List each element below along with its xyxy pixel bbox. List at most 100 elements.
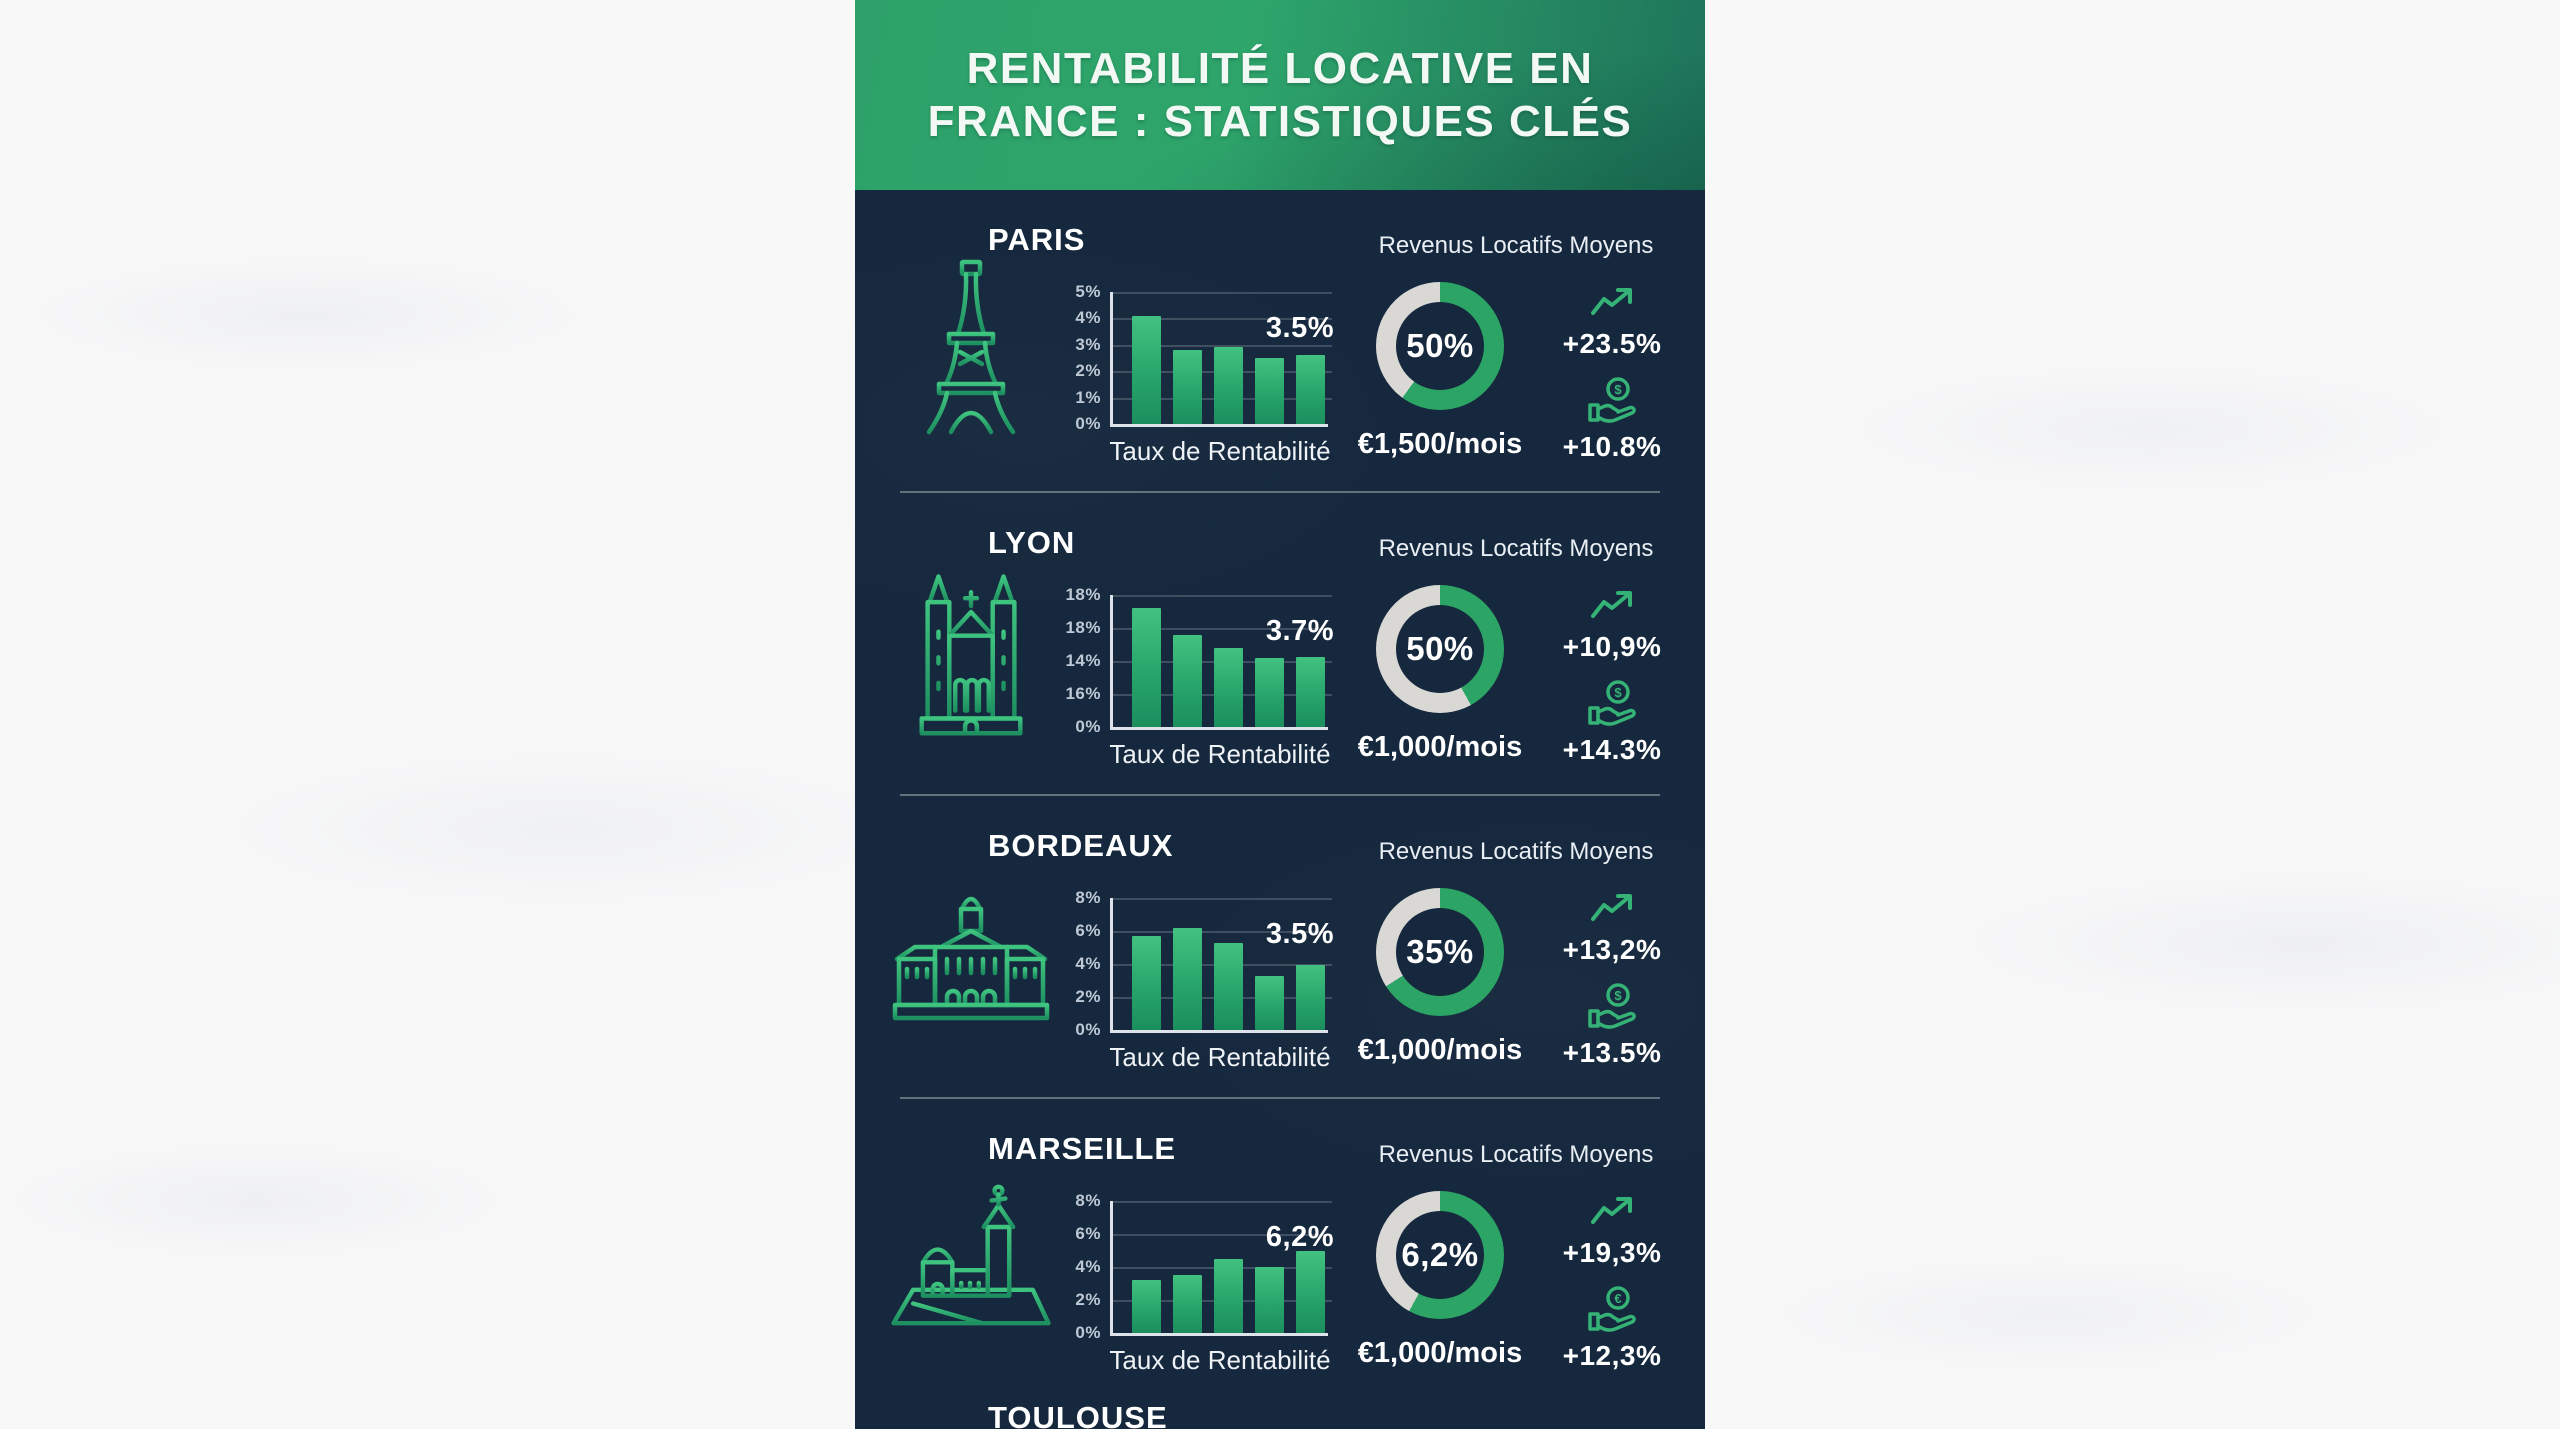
bar: [1132, 608, 1161, 727]
bar: [1132, 936, 1161, 1030]
donut-value: 6,2%: [1401, 1236, 1479, 1273]
ytick-label: 14%: [1065, 651, 1101, 670]
trend-metric-value: +13,2%: [1562, 934, 1662, 965]
ytick-label: 8%: [1075, 888, 1101, 907]
svg-text:$: $: [1614, 382, 1622, 397]
city-name: BORDEAUX: [988, 828, 1174, 863]
infographic-panel: RENTABILITÉ LOCATIVE EN FRANCE : STATIST…: [855, 0, 1705, 1429]
donut-hole: [1396, 605, 1484, 693]
bar-chart-xlabel: Taux de Rentabilité: [1109, 1345, 1331, 1375]
ytick-label: 6%: [1075, 921, 1101, 940]
ytick-label: 2%: [1075, 987, 1101, 1006]
bar: [1296, 657, 1325, 727]
ytick-label: 4%: [1075, 1257, 1101, 1276]
donut-hole: [1396, 302, 1484, 390]
bar: [1214, 942, 1243, 1030]
ytick-label: 0%: [1075, 1323, 1101, 1342]
trend-metric-value: +23.5%: [1562, 328, 1662, 359]
bar: [1173, 634, 1202, 727]
bar: [1296, 355, 1325, 424]
donut-hole: [1396, 908, 1484, 996]
hand-metric-value: +14.3%: [1562, 734, 1662, 765]
donut-chart: 35%: [1376, 888, 1504, 1016]
ytick-label: 5%: [1075, 282, 1101, 301]
profitability-bar-chart: 8% 6% 4% 2% 0% 6,2% Taux de Rentabilité: [1055, 1191, 1345, 1380]
bar: [1255, 1267, 1284, 1333]
trend-up-icon: [1589, 286, 1635, 323]
ytick-label: 18%: [1065, 618, 1101, 637]
ytick-label: 0%: [1075, 1020, 1101, 1039]
bar: [1132, 315, 1161, 424]
city-name: LYON: [988, 525, 1076, 560]
bar-chart-plot: 6,2%: [1110, 1201, 1333, 1336]
bar-chart-plot: 3.5%: [1110, 292, 1333, 427]
bar: [1173, 1274, 1202, 1333]
city-section: BORDEAUX Revenus Locatifs Moyens 8% 6% 4% 2…: [855, 796, 1705, 1099]
next-city-title: TOULOUSE: [988, 1400, 1168, 1429]
bar-chart-xlabel: Taux de Rentabilité: [1109, 436, 1331, 466]
donut-chart: 50%: [1376, 585, 1504, 713]
metrics-column: +13,2% $ +13.5%: [1538, 796, 1686, 1099]
bar-chart-yticks: 18% 18% 14% 16% 0%: [1055, 585, 1101, 736]
infographic-title: RENTABILITÉ LOCATIVE EN FRANCE : STATIST…: [928, 42, 1633, 148]
profitability-bar-chart: 5% 4% 3% 2% 1% 0% 3.5% Taux de Rentabilité: [1055, 282, 1345, 471]
income-header: Revenus Locatifs Moyens: [1378, 535, 1654, 562]
bar: [1255, 658, 1284, 727]
city-landmark: [883, 840, 1058, 1060]
bar: [1173, 350, 1202, 424]
bar-chart-yticks: 5% 4% 3% 2% 1% 0%: [1055, 282, 1101, 433]
metrics-column: +23.5% $ +10.8%: [1538, 190, 1686, 493]
bar-chart-bars: [1113, 1201, 1328, 1333]
marseille-basilica-icon: [890, 1184, 1051, 1325]
ytick-label: 18%: [1065, 585, 1101, 604]
metrics-column: +19,3% € +12,3%: [1538, 1099, 1686, 1402]
ytick-label: 0%: [1075, 717, 1101, 736]
trend-metric-value: +10,9%: [1562, 631, 1662, 662]
income-header: Revenus Locatifs Moyens: [1378, 1141, 1654, 1168]
profitability-bar-chart: 8% 6% 4% 2% 0% 3.5% Taux de Rentabilité: [1055, 888, 1345, 1077]
donut-value: 50%: [1406, 327, 1474, 364]
trend-metric-value: +19,3%: [1562, 1237, 1662, 1268]
svg-text:$: $: [1614, 685, 1622, 700]
bar-chart-value-label: 3.7%: [1265, 615, 1334, 647]
bar-chart-bars: [1113, 898, 1328, 1030]
ytick-label: 2%: [1075, 1290, 1101, 1309]
hand-coin-icon: €: [1584, 1285, 1640, 1340]
income-value: €1,500/mois: [1357, 428, 1523, 460]
income-value: €1,000/mois: [1357, 731, 1523, 763]
bar: [1214, 347, 1243, 424]
city-section: LYON Revenus Locatifs Moyens 18% 18% 14% 16…: [855, 493, 1705, 796]
metrics-column: +10,9% $ +14.3%: [1538, 493, 1686, 796]
bar-chart-bars: [1113, 595, 1328, 727]
hand-metric-value: +10.8%: [1562, 431, 1662, 462]
title-line-2: FRANCE : STATISTIQUES CLÉS: [927, 97, 1633, 146]
profitability-bar-chart: 18% 18% 14% 16% 0% 3.7% Taux de Rentabilité: [1055, 585, 1345, 774]
bar-chart-plot: 3.7%: [1110, 595, 1333, 730]
bar: [1173, 928, 1202, 1030]
ytick-label: 4%: [1075, 308, 1101, 328]
donut-value: 50%: [1406, 630, 1474, 667]
donut-chart: 50%: [1376, 282, 1504, 410]
ytick-label: 1%: [1075, 387, 1101, 407]
bar-chart-value-label: 3.5%: [1265, 918, 1334, 950]
eiffel-tower-icon: [916, 245, 1025, 435]
bar-chart-xlabel: Taux de Rentabilité: [1109, 1042, 1331, 1072]
bar-chart-value-label: 6,2%: [1265, 1221, 1334, 1253]
bar: [1214, 647, 1243, 727]
ytick-label: 2%: [1075, 361, 1101, 381]
bar: [1255, 975, 1284, 1030]
income-value: €1,000/mois: [1357, 1337, 1523, 1369]
income-value: €1,000/mois: [1357, 1034, 1523, 1066]
hand-coin-icon: $: [1584, 376, 1640, 431]
city-name: PARIS: [988, 222, 1086, 257]
bar-chart-plot: 3.5%: [1110, 898, 1333, 1033]
ytick-label: 8%: [1075, 1191, 1101, 1210]
bar: [1132, 1280, 1161, 1333]
bordeaux-palace-icon: [892, 876, 1049, 1021]
bar: [1296, 1251, 1325, 1333]
donut-hole: [1396, 1211, 1484, 1299]
bar-chart-value-label: 3.5%: [1265, 312, 1334, 344]
city-landmark: [883, 537, 1058, 757]
income-header: Revenus Locatifs Moyens: [1378, 232, 1654, 259]
